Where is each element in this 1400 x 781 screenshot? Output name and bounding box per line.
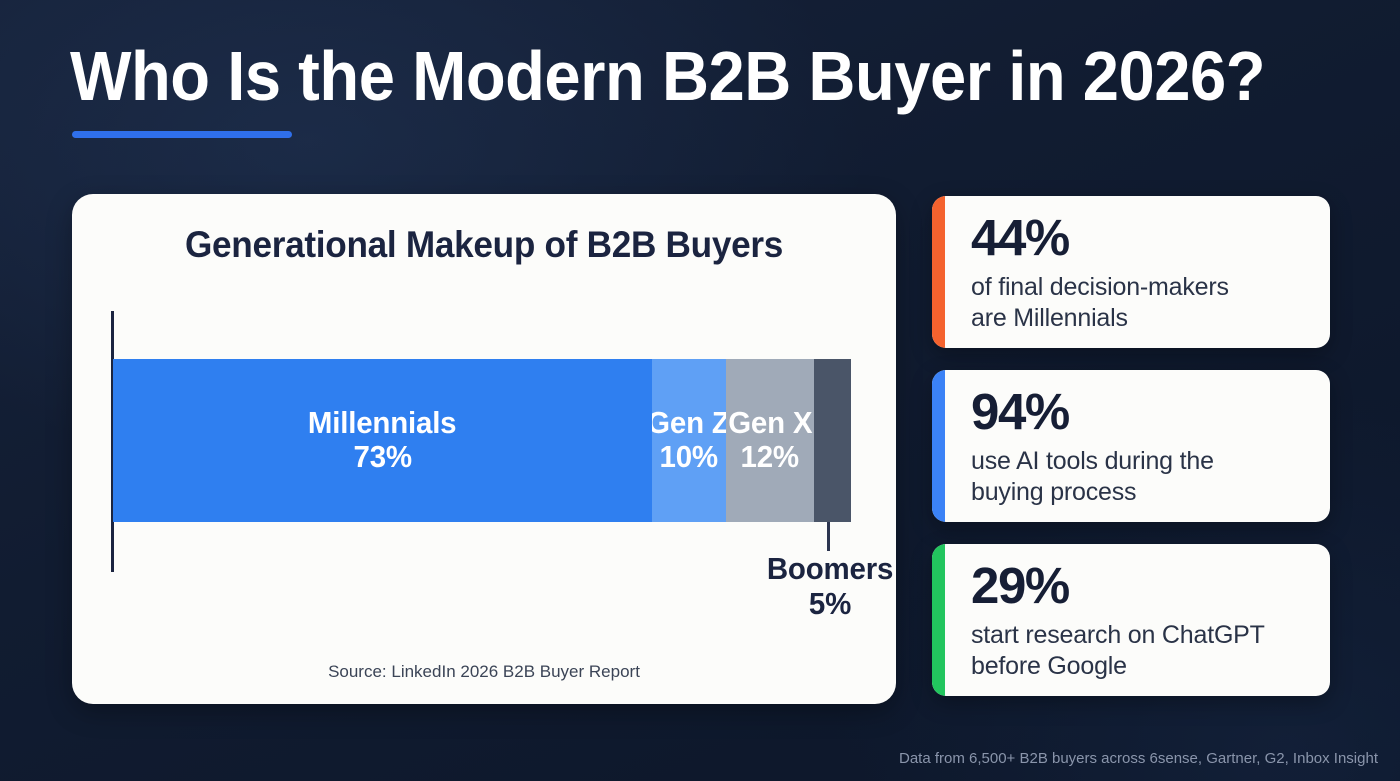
- bar-segment-value: 10%: [659, 438, 718, 474]
- bar-segment-boomers[interactable]: Boomers 5%: [814, 359, 851, 522]
- stat-card-body: 44% of final decision-makers are Millenn…: [945, 196, 1330, 348]
- page-title: Who Is the Modern B2B Buyer in 2026?: [70, 37, 1266, 115]
- stat-card-ai-tools[interactable]: 94% use AI tools during the buying proce…: [932, 370, 1330, 522]
- title-accent-rule: [72, 131, 292, 138]
- stat-description-line2: are Millennials: [971, 303, 1128, 332]
- stat-description-line2: before Google: [971, 651, 1127, 680]
- chart-source: Source: LinkedIn 2026 B2B Buyer Report: [328, 662, 640, 681]
- boomers-callout-label: Boomers: [766, 551, 894, 586]
- stat-description-line2: buying process: [971, 477, 1137, 506]
- chart-title: Generational Makeup of B2B Buyers: [184, 224, 784, 265]
- chart-card: Generational Makeup of B2B Buyers Millen…: [72, 194, 896, 704]
- stat-accent-bar: [932, 196, 945, 348]
- bar-segment-label: Gen Z: [651, 405, 726, 441]
- stat-description-line1: of final decision-makers: [971, 273, 1229, 301]
- boomers-callout: Boomers 5%: [672, 551, 896, 622]
- stat-value: 44%: [971, 209, 1070, 266]
- stat-card-body: 94% use AI tools during the buying proce…: [945, 370, 1330, 522]
- stat-accent-bar: [932, 544, 945, 696]
- stat-description: use AI tools during the buying process: [971, 446, 1310, 507]
- stat-card-decision-makers[interactable]: 44% of final decision-makers are Millenn…: [932, 196, 1330, 348]
- stat-card-list: 44% of final decision-makers are Millenn…: [932, 196, 1330, 696]
- stat-value: 29%: [971, 557, 1070, 614]
- bar-segment-label: Gen X: [727, 405, 812, 441]
- chart-axis-line: [111, 311, 114, 572]
- stat-card-body: 29% start research on ChatGPT before Goo…: [945, 544, 1330, 696]
- stat-description-line1: use AI tools during the: [971, 447, 1214, 475]
- stat-accent-bar: [932, 370, 945, 522]
- boomers-leader-line: [827, 522, 830, 551]
- bar-segment-label: Millennials: [308, 405, 457, 441]
- bar-segment-millennials[interactable]: Millennials 73%: [113, 359, 652, 522]
- bar-segment-gen-x[interactable]: Gen X 12%: [725, 359, 815, 522]
- bar-segment-gen-z[interactable]: Gen Z 10%: [651, 359, 726, 522]
- bar-segment-value: 73%: [353, 438, 412, 474]
- bar-segment-value: 12%: [740, 438, 800, 474]
- stat-value: 94%: [971, 383, 1070, 440]
- stat-card-chatgpt-research[interactable]: 29% start research on ChatGPT before Goo…: [932, 544, 1330, 696]
- stat-description: of final decision-makers are Millennials: [971, 272, 1310, 333]
- stat-description: start research on ChatGPT before Google: [971, 620, 1310, 681]
- boomers-callout-value: 5%: [808, 586, 852, 622]
- footer-note: Data from 6,500+ B2B buyers across 6sens…: [898, 750, 1378, 767]
- stacked-bar: Millennials 73% Gen Z 10% Gen X 12% Boom…: [113, 359, 851, 522]
- stat-description-line1: start research on ChatGPT: [971, 621, 1265, 649]
